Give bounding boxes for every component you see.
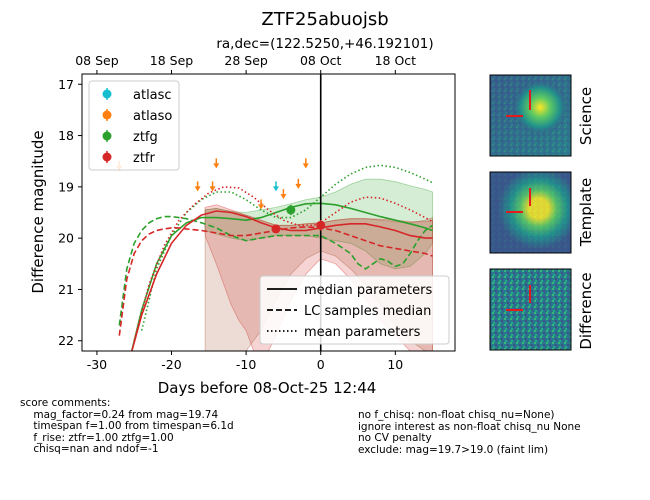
upper-limit-arrow — [272, 186, 279, 192]
detection-ztfr — [316, 220, 326, 231]
x-tick-label: 10 — [387, 357, 403, 372]
legend-marker-atlasc — [102, 89, 112, 99]
detection-marker — [286, 205, 296, 215]
marker-legend: atlasc atlaso ztfg ztfr — [88, 80, 180, 171]
legend-marker-ztfr — [102, 152, 112, 162]
x-tick-label: 0 — [317, 357, 325, 372]
upper-limit-arrow — [258, 204, 265, 210]
x-tick-label: -30 — [87, 357, 107, 372]
science-panel — [489, 74, 572, 157]
legend-marker-ztfg — [102, 131, 112, 141]
upper-limit-atlaso — [194, 181, 201, 192]
legend-line-label: LC samples median — [304, 304, 431, 319]
upper-limit-arrow — [209, 186, 216, 192]
legend-label-atlaso: atlaso — [133, 109, 172, 124]
top-tick-label: 08 Sep — [75, 53, 119, 68]
upper-limit-atlaso — [258, 199, 265, 210]
top-tick-label: 28 Sep — [224, 53, 268, 68]
legend-label-atlasc: atlasc — [133, 88, 172, 103]
science-label: Science — [577, 87, 595, 145]
y-tick-label: 19 — [58, 179, 74, 194]
detection-marker — [271, 224, 281, 234]
line-legend: median parameters LC samples median mean p… — [259, 275, 450, 345]
legend-line-label: mean parameters — [304, 325, 421, 340]
legend-line-label: median parameters — [304, 283, 432, 298]
difference-label: Difference — [577, 272, 595, 349]
upper-limit-atlaso — [209, 181, 216, 192]
upper-limit-arrow — [213, 163, 220, 169]
y-axis-label: Difference magnitude — [29, 130, 47, 293]
x-axis-label: Days before 08-Oct-25 12:44 — [158, 379, 377, 397]
series-ztfg-dashed — [118, 215, 434, 326]
x-tick-label: -20 — [161, 357, 181, 372]
template-label: Template — [577, 178, 595, 247]
upper-limit-arrow — [280, 194, 287, 200]
upper-limit-atlaso — [295, 178, 302, 189]
detection-marker — [316, 220, 326, 230]
upper-limit-atlaso — [280, 189, 287, 200]
chart-title: ZTF25abuojsb — [261, 9, 388, 30]
legend-marker-atlaso — [102, 110, 112, 120]
y-tick-label: 22 — [58, 333, 74, 348]
legend-label-ztfr: ztfr — [133, 151, 155, 166]
chart-subtitle: ra,dec=(122.5250,+46.192101) — [216, 36, 433, 52]
top-tick-label: 18 Sep — [150, 53, 194, 68]
series-ztfr-dashed — [118, 226, 433, 336]
legend-label-ztfg: ztfg — [133, 130, 158, 145]
plot-frame — [81, 73, 456, 352]
x-tick-label: -10 — [236, 357, 256, 372]
upper-limit-atlasc — [272, 181, 279, 192]
upper-limit-arrow — [302, 163, 309, 169]
top-tick-label: 18 Oct — [375, 53, 417, 68]
difference-panel — [489, 268, 572, 351]
y-tick-label: 18 — [58, 128, 74, 143]
y-tick-label: 20 — [58, 231, 74, 246]
template-panel — [489, 171, 572, 254]
y-tick-label: 17 — [58, 77, 74, 92]
upper-limit-arrow — [194, 186, 201, 192]
upper-limit-atlaso — [213, 158, 220, 169]
series-ztfg-dotted — [140, 164, 433, 331]
top-tick-label: 08 Oct — [300, 53, 342, 68]
series-ztfg-solid — [130, 202, 433, 351]
upper-limit-atlaso — [302, 158, 309, 169]
score-comments-left: score comments: mag_factor=0.24 from mag… — [20, 397, 234, 456]
upper-limit-arrow — [295, 183, 302, 189]
detection-ztfg — [286, 204, 296, 216]
detection-ztfr — [271, 224, 281, 234]
y-tick-label: 21 — [58, 282, 74, 297]
score-comments-right: no f_chisq: non-float chisq_nu=None) ign… — [358, 409, 581, 456]
